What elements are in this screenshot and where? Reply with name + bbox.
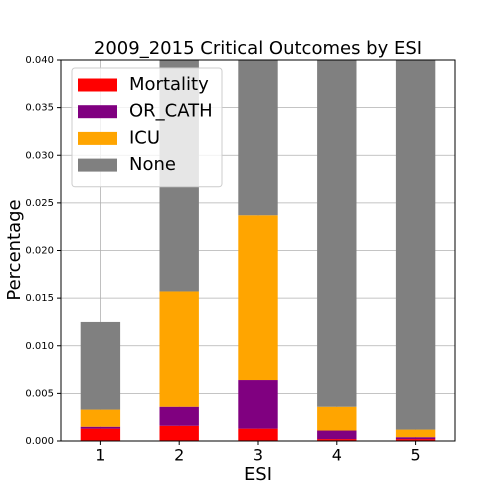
bar-segment	[238, 215, 278, 381]
bar-segment	[80, 426, 121, 429]
chart-title: 2009_2015 Critical Outcomes by ESI	[94, 38, 422, 59]
bar-segment	[395, 429, 436, 438]
legend-swatch	[78, 105, 117, 119]
y-tick-label: 0.040	[25, 55, 54, 66]
bar-segment	[395, 437, 436, 440]
x-tick-label: 2	[174, 446, 184, 465]
y-tick-label: 0.035	[25, 103, 54, 114]
legend: Mortality OR_CATH ICU None	[71, 67, 223, 188]
bar-segment	[80, 428, 121, 441]
bar-segment	[395, 60, 436, 430]
x-axis-label: ESI	[244, 464, 272, 485]
legend-label: ICU	[129, 127, 160, 148]
bar-segment	[80, 321, 121, 410]
bar-segment	[317, 406, 357, 431]
legend-swatch	[78, 78, 117, 92]
bar-segment	[159, 425, 199, 441]
bar-segment	[317, 430, 357, 440]
y-tick-label: 0.030	[25, 150, 54, 161]
bar-segment	[159, 291, 199, 407]
legend-label: OR_CATH	[129, 101, 213, 122]
x-tick-label: 4	[332, 446, 342, 465]
bar-segment	[80, 409, 121, 427]
y-tick-label: 0.010	[25, 341, 54, 352]
x-tick-label: 3	[253, 446, 263, 465]
bar-segment	[238, 428, 278, 441]
y-tick-label: 0.020	[25, 246, 54, 257]
legend-label: Mortality	[129, 74, 209, 95]
bar-segment	[395, 439, 436, 441]
bar-segment	[238, 380, 278, 429]
legend-swatch	[78, 131, 117, 145]
y-tick-label: 0.000	[25, 436, 54, 447]
bar-segment	[317, 60, 357, 407]
x-tick-label: 5	[411, 446, 421, 465]
legend-swatch	[78, 158, 117, 172]
legend-box	[71, 67, 223, 188]
y-axis-label: Percentage	[4, 199, 25, 300]
legend-label: None	[129, 154, 176, 175]
y-tick-label: 0.005	[25, 388, 54, 399]
y-tick-label: 0.015	[25, 293, 54, 304]
y-tick-label: 0.025	[25, 198, 54, 209]
bar-segment	[317, 439, 357, 441]
x-tick-label: 1	[95, 446, 105, 465]
bar-segment	[159, 406, 199, 426]
bar-segment	[238, 60, 278, 216]
